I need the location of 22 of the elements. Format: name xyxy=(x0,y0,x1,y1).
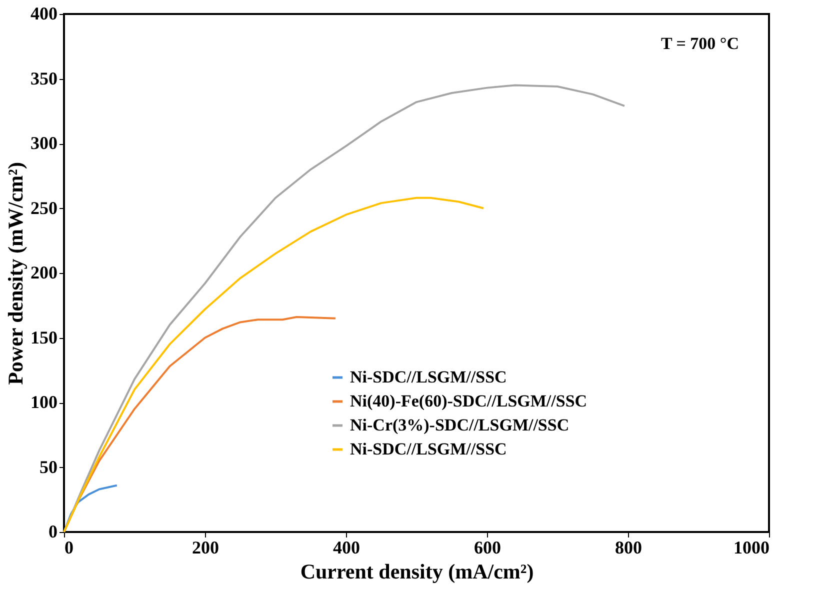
x-tick-label: 0 xyxy=(64,538,74,558)
x-tick-label: 200 xyxy=(192,538,219,558)
y-tick-label: 100 xyxy=(30,392,58,412)
y-tick-label: 50 xyxy=(40,456,58,477)
legend-label: Ni-Cr(3%)-SDC//LSGM//SSC xyxy=(350,416,570,434)
x-tick-label: 1000 xyxy=(734,538,770,558)
x-axis-title: Current density (mA/cm²) xyxy=(300,560,534,584)
legend-label: Ni(40)-Fe(60)-SDC//LSGM//SSC xyxy=(350,392,588,410)
x-tick-label: 600 xyxy=(474,538,501,558)
annotation: T = 700 °C xyxy=(660,34,739,53)
y-tick-label: 200 xyxy=(30,262,58,282)
y-axis-title: Power density (mW/cm²) xyxy=(4,162,28,385)
legend-label: Ni-SDC//LSGM//SSC xyxy=(350,440,507,458)
x-tick-label: 800 xyxy=(615,538,642,558)
y-tick-label: 250 xyxy=(30,198,58,218)
x-tick-label: 400 xyxy=(333,538,360,558)
legend-label: Ni-SDC//LSGM//SSC xyxy=(350,368,507,386)
y-tick-label: 400 xyxy=(30,4,58,24)
y-tick-label: 350 xyxy=(30,68,58,88)
y-tick-label: 150 xyxy=(30,327,58,348)
y-tick-label: 300 xyxy=(30,133,58,153)
y-tick-label: 0 xyxy=(48,522,58,542)
